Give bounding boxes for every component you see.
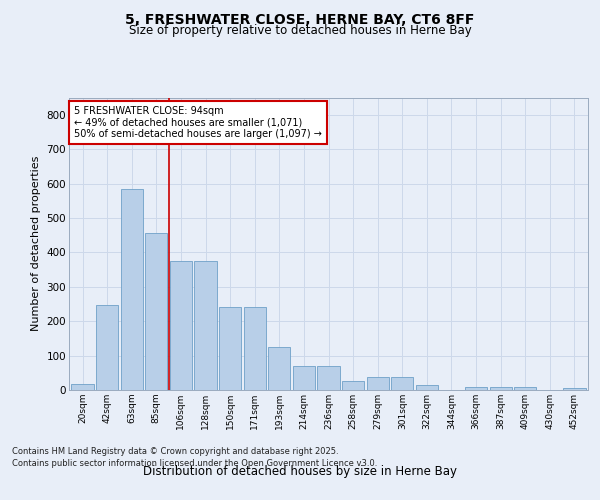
- Bar: [96, 304, 118, 390]
- Bar: [317, 366, 340, 390]
- Bar: [391, 378, 413, 390]
- Bar: [465, 386, 487, 390]
- Text: Contains HM Land Registry data © Crown copyright and database right 2025.: Contains HM Land Registry data © Crown c…: [12, 448, 338, 456]
- Bar: [71, 384, 94, 390]
- Bar: [121, 188, 143, 390]
- Bar: [268, 347, 290, 390]
- Y-axis label: Number of detached properties: Number of detached properties: [31, 156, 41, 332]
- Text: Contains public sector information licensed under the Open Government Licence v3: Contains public sector information licen…: [12, 459, 377, 468]
- Bar: [244, 308, 266, 390]
- Bar: [145, 234, 167, 390]
- Text: 5 FRESHWATER CLOSE: 94sqm
← 49% of detached houses are smaller (1,071)
50% of se: 5 FRESHWATER CLOSE: 94sqm ← 49% of detac…: [74, 106, 322, 140]
- Bar: [170, 261, 192, 390]
- Bar: [490, 386, 512, 390]
- Text: 5, FRESHWATER CLOSE, HERNE BAY, CT6 8FF: 5, FRESHWATER CLOSE, HERNE BAY, CT6 8FF: [125, 12, 475, 26]
- Text: Size of property relative to detached houses in Herne Bay: Size of property relative to detached ho…: [128, 24, 472, 37]
- Bar: [563, 388, 586, 390]
- Bar: [293, 366, 315, 390]
- Bar: [342, 380, 364, 390]
- Bar: [367, 378, 389, 390]
- Bar: [514, 386, 536, 390]
- Bar: [194, 261, 217, 390]
- Bar: [416, 385, 438, 390]
- Bar: [219, 308, 241, 390]
- Text: Distribution of detached houses by size in Herne Bay: Distribution of detached houses by size …: [143, 464, 457, 477]
